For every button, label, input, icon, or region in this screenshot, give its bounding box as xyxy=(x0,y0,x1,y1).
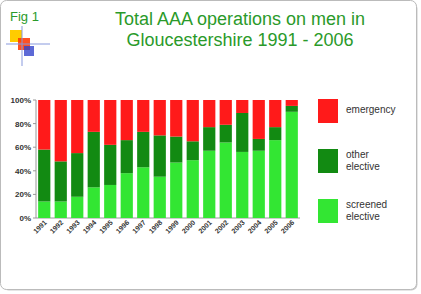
x-tick-label: 1993 xyxy=(65,219,81,235)
x-tick-label: 2004 xyxy=(246,219,262,235)
y-tick-label: 60% xyxy=(15,143,31,152)
title-line: Total AAA operations on men in xyxy=(115,9,365,29)
x-tick-label: 2005 xyxy=(263,219,279,235)
x-tick-label: 2003 xyxy=(230,219,246,235)
title: Total AAA operations on men inGloucester… xyxy=(115,9,365,50)
bar-segment xyxy=(170,137,182,163)
x-tick-label: 2000 xyxy=(180,219,196,235)
y-tick-label: 0% xyxy=(19,214,31,223)
bar-segment xyxy=(253,100,265,139)
x-tick-label: 2006 xyxy=(279,219,295,235)
y-tick-label: 40% xyxy=(15,167,31,176)
x-tick-label: 1991 xyxy=(32,219,48,235)
bar-segment xyxy=(121,100,133,140)
bar-segment xyxy=(170,100,182,137)
title-line: Gloucestershire 1991 - 2006 xyxy=(126,30,353,50)
bar-segment xyxy=(269,127,281,140)
deco-line xyxy=(22,26,23,66)
deco-square xyxy=(24,46,34,56)
y-tick xyxy=(33,100,36,101)
x-tick-label: 2001 xyxy=(197,219,213,235)
bar-segment xyxy=(236,152,248,218)
bar-segment xyxy=(38,100,50,150)
y-tick-label: 100% xyxy=(11,96,31,105)
legend-label: screenedelective xyxy=(346,199,387,222)
bar-segment xyxy=(170,163,182,218)
x-tick-label: 1999 xyxy=(164,219,180,235)
bar-segment xyxy=(137,132,149,167)
bar-segment xyxy=(154,135,166,176)
x-tick-label: 2002 xyxy=(213,219,229,235)
bar-segment xyxy=(286,112,298,218)
frame xyxy=(1,1,417,290)
bar-segment xyxy=(203,127,215,151)
bar-segment xyxy=(104,145,116,185)
annotation: Fig 1 xyxy=(10,9,39,24)
x-tick-label: 1997 xyxy=(131,219,147,235)
bar-segment xyxy=(187,160,199,218)
legend-label-line: screened xyxy=(346,199,387,210)
bar-segment xyxy=(55,100,67,161)
bar-segment xyxy=(104,185,116,218)
bar-segment xyxy=(269,100,281,127)
y-tick-label: 80% xyxy=(15,120,31,129)
y-tick xyxy=(33,123,36,124)
bar-segment xyxy=(220,142,232,218)
y-tick xyxy=(33,147,36,148)
x-tick-label: 1998 xyxy=(147,219,163,235)
legend-swatch xyxy=(318,99,338,123)
bar-segment xyxy=(121,173,133,218)
bar-segment xyxy=(88,132,100,187)
bar-segment xyxy=(55,161,67,201)
bar-segment xyxy=(121,140,133,173)
y-tick xyxy=(33,194,36,195)
legend-label-line: emergency xyxy=(346,104,395,115)
x-tick-label: 1995 xyxy=(98,219,114,235)
bar-segment xyxy=(154,100,166,135)
bar-segment xyxy=(55,201,67,218)
x-tick-label: 1994 xyxy=(81,219,97,235)
bar-segment xyxy=(236,113,248,152)
bar-segment xyxy=(187,100,199,141)
bar-segment xyxy=(203,151,215,218)
bar-segment xyxy=(154,177,166,218)
bar-segment xyxy=(286,106,298,112)
bar-segment xyxy=(71,100,83,153)
bar-segment xyxy=(253,151,265,218)
bar-segment xyxy=(38,150,50,202)
bar-segment xyxy=(220,125,232,143)
bar-segment xyxy=(286,100,298,106)
bar-segment xyxy=(88,187,100,218)
bar-segment xyxy=(269,140,281,218)
legend-label: emergency xyxy=(346,104,395,115)
legend-label-line: other xyxy=(346,149,369,160)
bar-segment xyxy=(137,167,149,218)
bar-segment xyxy=(38,201,50,218)
legend-swatch xyxy=(318,199,338,223)
chart: Fig 1 Total AAA operations on men inGlouc… xyxy=(0,0,421,294)
legend-label-line: elective xyxy=(346,211,380,222)
bar-segment xyxy=(104,100,116,145)
bar-segment xyxy=(137,100,149,132)
bar-segment xyxy=(88,100,100,132)
deco-line xyxy=(6,44,50,45)
legend-label-line: elective xyxy=(346,161,380,172)
bar-segment xyxy=(187,141,199,160)
x-tick-label: 1996 xyxy=(114,219,130,235)
y-axis xyxy=(36,100,37,218)
x-tick-label: 1992 xyxy=(48,219,64,235)
y-tick xyxy=(33,218,36,219)
y-tick xyxy=(33,170,36,171)
bar-segment xyxy=(71,197,83,218)
bars xyxy=(38,100,298,218)
bar-segment xyxy=(236,100,248,113)
bar-segment xyxy=(220,100,232,125)
y-tick-label: 20% xyxy=(15,190,31,199)
legend-label: otherelective xyxy=(346,149,380,172)
bar-segment xyxy=(71,153,83,197)
legend-swatch xyxy=(318,149,338,173)
bar-segment xyxy=(203,100,215,127)
bar-segment xyxy=(253,139,265,151)
